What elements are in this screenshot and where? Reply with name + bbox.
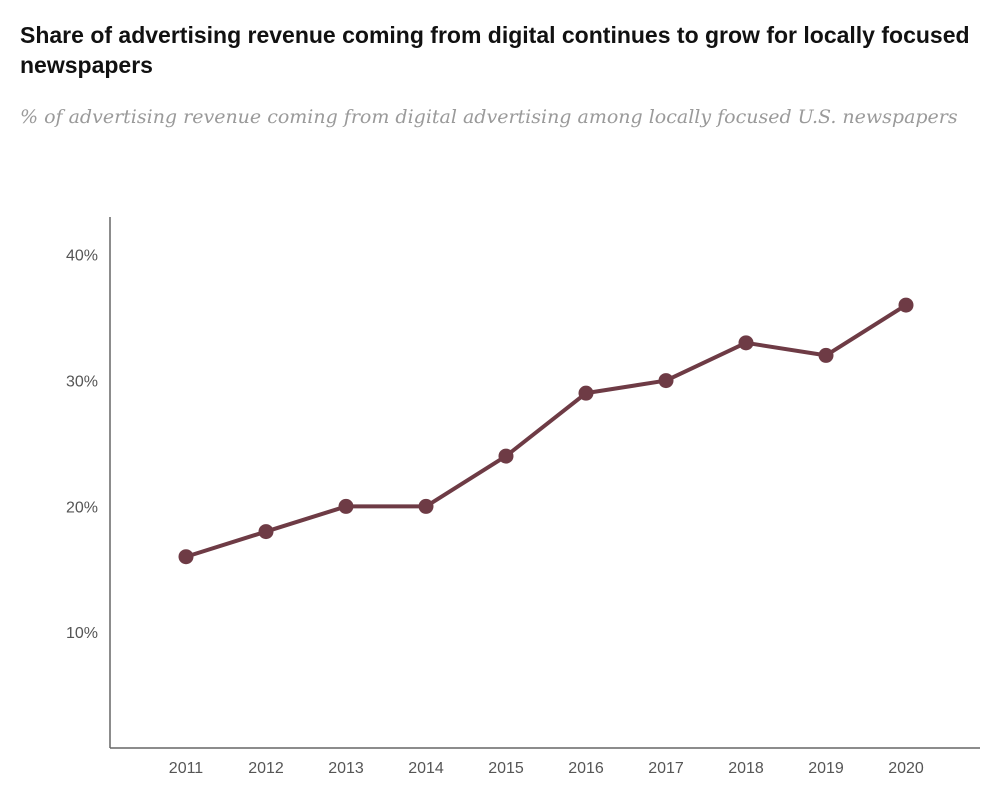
data-point (418, 498, 434, 514)
x-tick-label: 2012 (248, 760, 284, 777)
x-axis-ticks: 2011 2012 2013 2014 2015 2016 2017 2018 2019 2020 (169, 760, 924, 777)
x-tick-label: 2011 (169, 760, 204, 777)
chart-title: Share of advertising revenue coming from… (20, 22, 970, 78)
data-point (338, 498, 354, 514)
data-point (578, 385, 594, 401)
series-line (184, 303, 908, 559)
x-tick-label: 2016 (568, 760, 604, 777)
y-tick-label: 30% (66, 374, 98, 391)
data-point (178, 549, 194, 565)
data-point (498, 448, 514, 464)
y-tick-label: 20% (66, 499, 98, 516)
x-tick-label: 2020 (888, 760, 924, 777)
x-tick-label: 2015 (488, 760, 524, 777)
y-tick-label: 10% (66, 625, 98, 642)
y-axis-ticks: 10% 20% 30% 40% (66, 248, 98, 642)
x-tick-label: 2013 (328, 760, 364, 777)
chart-subtitle: % of advertising revenue coming from dig… (20, 106, 958, 128)
data-point (258, 524, 274, 540)
x-tick-label: 2018 (728, 760, 764, 777)
data-point (738, 335, 754, 351)
x-tick-label: 2017 (648, 760, 684, 777)
data-points (178, 297, 914, 565)
data-point (658, 373, 674, 389)
data-point (898, 297, 914, 313)
x-tick-label: 2019 (808, 760, 844, 777)
data-point (818, 347, 834, 363)
y-tick-label: 40% (66, 248, 98, 265)
x-tick-label: 2014 (408, 760, 444, 777)
